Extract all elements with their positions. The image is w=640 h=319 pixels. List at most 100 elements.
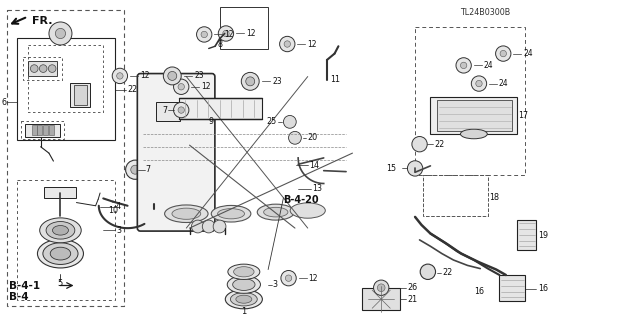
Text: 17: 17 [518,111,529,120]
Ellipse shape [228,264,260,279]
Ellipse shape [230,293,257,306]
Circle shape [285,275,292,281]
Ellipse shape [164,205,208,223]
Text: 14: 14 [309,161,319,170]
FancyBboxPatch shape [138,74,215,231]
Ellipse shape [225,290,262,309]
Text: 12: 12 [246,29,255,38]
Bar [70,83,90,107]
Circle shape [168,71,177,80]
Circle shape [289,131,301,144]
Text: 18: 18 [489,193,499,202]
Text: 20: 20 [308,133,318,142]
Bar [499,275,525,301]
Bar [22,121,63,139]
Bar [179,98,262,119]
Text: 12: 12 [307,40,317,48]
Text: 5: 5 [58,279,63,288]
Bar [517,220,536,250]
Circle shape [420,264,436,279]
Circle shape [49,22,72,45]
Circle shape [202,220,215,233]
Text: 6: 6 [1,98,6,107]
Ellipse shape [50,247,70,260]
Circle shape [476,80,482,87]
Text: 12: 12 [224,30,234,39]
Circle shape [284,115,296,128]
Text: 12: 12 [201,82,211,91]
Circle shape [201,31,207,38]
Circle shape [378,284,385,292]
Bar [362,288,401,310]
Text: 26: 26 [408,283,417,292]
Bar [74,85,86,105]
Text: 9: 9 [209,117,214,126]
Text: 1: 1 [241,308,246,316]
Circle shape [460,62,467,69]
Bar [44,125,48,135]
Circle shape [408,161,423,176]
Circle shape [31,65,38,72]
Circle shape [131,165,140,174]
Text: 23: 23 [194,71,204,80]
Circle shape [284,41,291,47]
Circle shape [471,76,486,91]
Circle shape [241,72,259,90]
Circle shape [178,84,184,90]
Circle shape [116,73,123,79]
Text: 15: 15 [386,164,396,173]
Ellipse shape [257,204,294,220]
Bar [8,10,124,306]
Circle shape [173,79,189,94]
Text: FR.: FR. [32,16,52,26]
Ellipse shape [290,203,325,218]
Text: 12: 12 [308,274,318,283]
Ellipse shape [40,218,81,243]
Text: 8: 8 [217,40,222,48]
Text: 24: 24 [484,61,493,70]
Text: B-4-1: B-4-1 [10,280,40,291]
Bar [24,57,61,80]
Circle shape [191,220,204,233]
Circle shape [178,107,184,113]
Text: 19: 19 [538,231,548,240]
Bar [156,102,180,121]
Circle shape [196,27,212,42]
Text: B-4: B-4 [10,292,29,302]
Ellipse shape [236,295,252,303]
Ellipse shape [43,243,78,264]
Text: TL24B0300B: TL24B0300B [460,8,510,17]
Text: 16: 16 [474,287,484,296]
Text: 12: 12 [140,71,149,80]
Circle shape [173,102,189,118]
Circle shape [125,160,145,179]
Text: 25: 25 [267,117,277,126]
Text: 3: 3 [116,226,121,235]
Text: 22: 22 [435,140,445,149]
Circle shape [246,77,255,86]
Ellipse shape [211,205,251,222]
Circle shape [412,137,428,152]
Bar [45,187,76,198]
Bar [49,125,54,135]
Bar [28,61,57,76]
Ellipse shape [46,221,75,239]
Ellipse shape [264,207,288,217]
Ellipse shape [172,208,201,219]
Circle shape [55,28,65,39]
Text: 11: 11 [330,75,340,84]
Bar [26,124,60,137]
Circle shape [281,271,296,286]
Bar [431,97,517,134]
Text: 21: 21 [408,295,417,304]
Ellipse shape [218,209,244,219]
Bar [17,180,115,300]
Ellipse shape [52,226,68,235]
Ellipse shape [233,279,255,290]
Circle shape [495,46,511,61]
Ellipse shape [234,267,254,277]
Bar [32,125,36,135]
Circle shape [40,65,47,72]
Bar [17,38,115,140]
Circle shape [223,30,229,37]
